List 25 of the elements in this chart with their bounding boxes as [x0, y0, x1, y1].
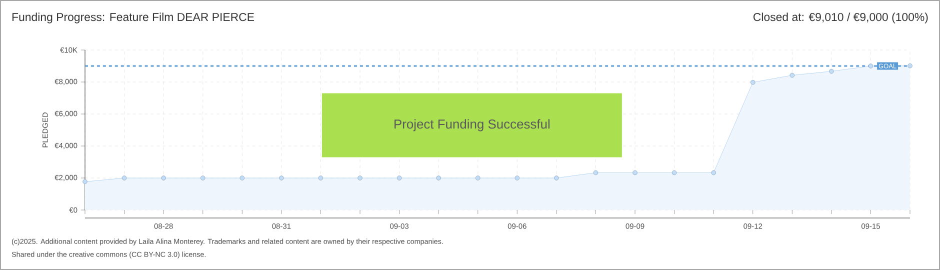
- point: [279, 176, 284, 180]
- point: [358, 176, 362, 180]
- point: [514, 176, 520, 180]
- point: [711, 170, 716, 176]
- chart-subtitle: Closed at: €9,010 / €9,000 (100%): [753, 12, 928, 24]
- point: [632, 170, 638, 176]
- point: [122, 176, 127, 180]
- point: [161, 176, 166, 180]
- point: [240, 176, 245, 180]
- point: [554, 176, 559, 180]
- point: [593, 170, 598, 176]
- point: [82, 179, 88, 184]
- point: [750, 80, 756, 85]
- point: [908, 63, 912, 68]
- point: [318, 176, 324, 180]
- point: [200, 176, 206, 180]
- point: [475, 176, 480, 180]
- annotation: Project Funding Successful: [394, 119, 550, 132]
- point: [829, 68, 834, 74]
- chart-title: Funding Progress: Feature Film DEAR PIERCE: [12, 12, 254, 24]
- point: [790, 72, 795, 78]
- point: [436, 176, 441, 180]
- point: [868, 64, 874, 68]
- point: [396, 176, 402, 180]
- point: [672, 170, 677, 176]
